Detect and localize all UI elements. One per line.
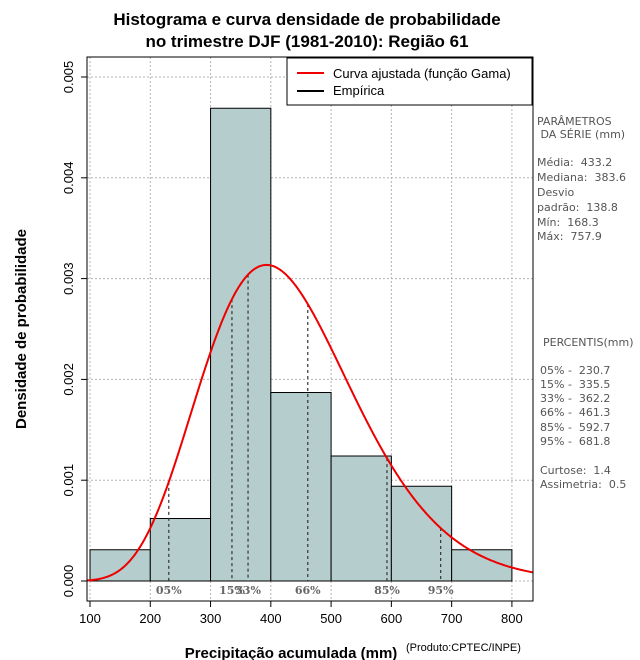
y-axis-title: Densidade de probabilidade [13,229,30,429]
percentile-marker-label: 85% [374,584,400,597]
x-axis-title: Precipitação acumulada (mm) [185,645,398,660]
y-tick-label: 0.003 [61,262,76,295]
histogram-bar [390,485,453,582]
x-tick-label: 800 [501,611,523,626]
legend-label-empirical: Empírica [333,83,385,98]
percentil-05: 05% - 230.7 [540,364,610,377]
histogram-bar [210,107,272,582]
param-stdev-label: Desvio [537,186,575,199]
histogram-bar [270,392,332,582]
y-axis: 0.000 0.001 0.002 0.003 0.004 0.005 [61,61,87,598]
x-tick-label: 300 [200,611,222,626]
params-title-line-1: PARÂMETROS [537,115,612,128]
percentile-marker-label: 15% [219,584,245,597]
x-tick-label: 200 [139,611,161,626]
legend-box [286,57,533,106]
side-panel: PARÂMETROS DA SÉRIE (mm) Média: 433.2 Me… [537,115,634,491]
param-max: Máx: 757.9 [537,230,602,243]
percentil-33: 33% - 362.2 [540,392,610,405]
y-tick-label: 0.001 [61,464,76,497]
percentile-marker-label: 95% [428,584,454,597]
legend-label-fitted: Curva ajustada (função Gama) [333,66,511,81]
gamma-curve-layer [86,263,534,582]
params-title-line-2: DA SÉRIE (mm) [537,128,625,141]
y-tick-label: 0.000 [61,565,76,598]
percentil-95: 95% - 681.8 [540,435,610,448]
x-tick-label: 100 [79,611,101,626]
percentil-85: 85% - 592.7 [540,421,610,434]
x-tick-label: 500 [320,611,342,626]
x-tick-label: 600 [381,611,403,626]
chart-title-line-2: no trimestre DJF (1981-2010): Região 61 [145,32,468,51]
percentil-15: 15% - 335.5 [540,378,610,391]
param-mean: Média: 433.2 [537,156,612,169]
percentile-marker-label: 33% [235,584,261,597]
chart-title-line-1: Histograma e curva densidade de probabil… [113,10,500,29]
percentile-marker-label: 66% [295,584,321,597]
y-tick-label: 0.004 [61,162,76,195]
param-median: Mediana: 383.6 [537,171,626,184]
percentis-title: PERCENTIS(mm) [543,336,634,349]
histogram-bars [89,107,513,582]
x-axis: 100 200 300 400 500 600 700 800 [79,600,523,626]
percentil-66: 66% - 461.3 [540,406,610,419]
histogram-bar [89,549,151,582]
param-stdev: padrão: 138.8 [537,201,618,214]
gamma-curve [86,263,534,582]
histogram-bar [149,518,212,582]
y-tick-label: 0.005 [61,61,76,94]
legend: Curva ajustada (função Gama) Empírica [286,57,533,106]
histogram-bar [330,455,392,582]
stat-skewness: Assimetria: 0.5 [540,478,626,491]
product-credit: (Produto:CPTEC/INPE) [406,642,521,654]
stat-kurtosis: Curtose: 1.4 [540,464,611,477]
percentile-marker-label: 05% [156,584,182,597]
percentile-markers: 05% 15%33% 66% 85% 95% [156,274,454,597]
x-tick-label: 700 [441,611,463,626]
y-tick-label: 0.002 [61,363,76,396]
param-min: Mín: 168.3 [537,216,599,229]
x-tick-label: 400 [260,611,282,626]
